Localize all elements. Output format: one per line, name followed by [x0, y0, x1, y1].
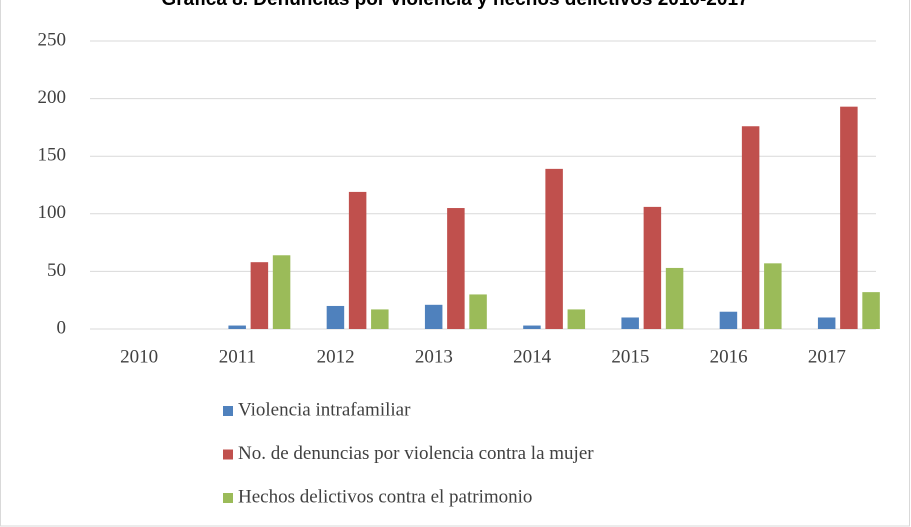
y-tick-label: 50 — [47, 260, 66, 281]
bar — [469, 294, 487, 329]
bar — [665, 267, 684, 329]
legend-label: No. de denuncias por violencia contra la… — [238, 443, 594, 464]
x-tick-label: 2015 — [611, 346, 649, 367]
y-tick-label: 100 — [38, 202, 67, 223]
y-tick-label: 0 — [57, 317, 67, 338]
x-tick-label: 2014 — [513, 346, 552, 367]
bar — [326, 305, 345, 329]
bar — [840, 106, 858, 329]
bar — [272, 255, 291, 329]
bar — [764, 263, 782, 329]
bar — [250, 262, 269, 329]
bar — [817, 317, 836, 329]
bar — [447, 208, 465, 329]
x-tick-label: 2017 — [808, 346, 846, 367]
bar — [643, 206, 662, 329]
bar — [741, 126, 760, 329]
bar — [348, 191, 367, 329]
legend-swatch — [223, 449, 233, 460]
bar — [719, 311, 738, 329]
bar — [523, 325, 541, 329]
bar — [371, 309, 389, 329]
y-tick-label: 150 — [38, 145, 67, 166]
bar — [228, 325, 246, 329]
x-tick-label: 2010 — [120, 346, 158, 367]
bar — [567, 309, 586, 329]
bar — [545, 168, 563, 329]
bar — [424, 304, 443, 329]
y-tick-label: 200 — [38, 87, 67, 108]
x-tick-label: 2013 — [415, 346, 453, 367]
legend-swatch — [223, 406, 233, 416]
x-tick-label: 2016 — [710, 346, 748, 367]
legend-swatch — [223, 493, 233, 503]
chart-title: Gráfica 8. Denuncias por violencia y hec… — [161, 0, 748, 10]
legend-label: Hechos delictivos contra el patrimonio — [238, 486, 532, 507]
bar — [621, 317, 639, 329]
bar — [862, 292, 880, 329]
x-tick-label: 2012 — [317, 346, 355, 367]
x-tick-label: 2011 — [219, 346, 256, 367]
y-tick-label: 250 — [38, 29, 67, 50]
legend-label: Violencia intrafamiliar — [238, 399, 411, 420]
